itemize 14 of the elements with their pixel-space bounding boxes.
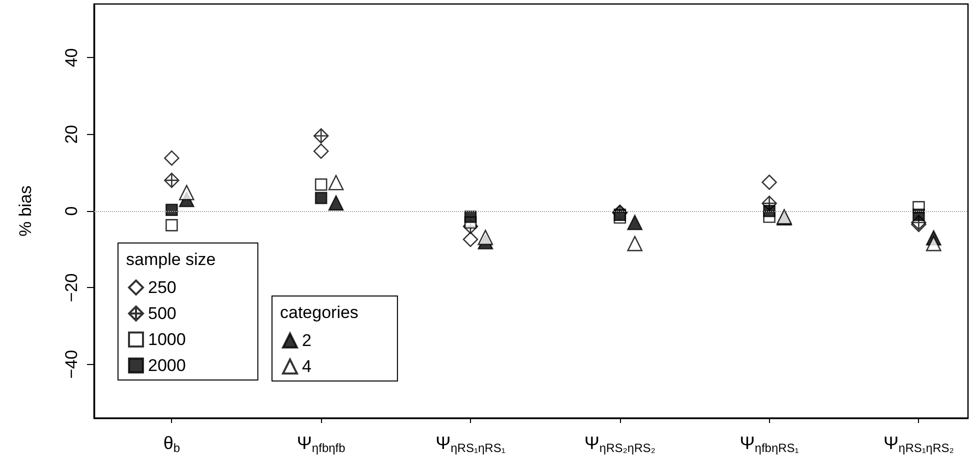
y-axis-title: % bias bbox=[16, 185, 35, 237]
y-tick-label: 0 bbox=[62, 206, 81, 216]
y-tick-label: −40 bbox=[62, 350, 81, 379]
legend-label: 4 bbox=[302, 357, 312, 376]
y-tick-label: 40 bbox=[62, 48, 81, 68]
legend-label: 1000 bbox=[148, 330, 186, 349]
annotation: categories bbox=[280, 303, 358, 322]
legend-title: sample size bbox=[126, 250, 216, 269]
legend-label: 500 bbox=[148, 304, 176, 323]
y-tick-label: 20 bbox=[62, 124, 81, 144]
y-tick-label: −20 bbox=[62, 273, 81, 302]
legend-label: 250 bbox=[148, 278, 176, 297]
legend-label: 2000 bbox=[148, 356, 186, 375]
legend-label: 2 bbox=[302, 331, 312, 350]
